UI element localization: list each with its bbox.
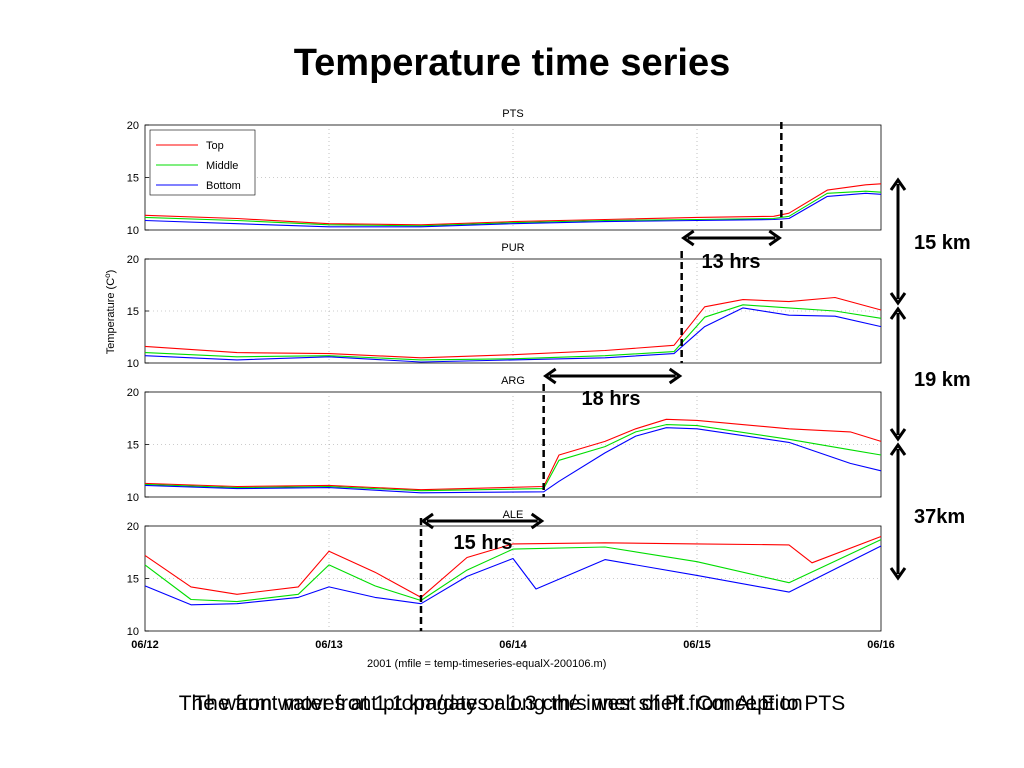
y-tick-label: 20 (127, 387, 139, 399)
arrow-head-right (768, 229, 782, 247)
arrow-head-left (543, 367, 557, 385)
x-tick-label: 06/16 (867, 639, 895, 651)
series-line-ale-bottom (144, 545, 882, 606)
series-line-pur-middle (144, 304, 882, 361)
panel-pts: 20 15 10 PTS (127, 108, 882, 237)
y-tick-label: 15 (127, 574, 139, 586)
series-line-pur-top (144, 296, 882, 359)
time-lag-arrow-3 (420, 512, 545, 530)
y-tick-label: 15 (127, 440, 139, 452)
y-tick-label: 10 (127, 626, 139, 638)
y-tick-label: 15 (127, 173, 139, 185)
distance-label-3: 37km (914, 506, 965, 528)
series-line-arg-top (144, 418, 882, 491)
caption-propagation: The warm water front propagates along th… (178, 692, 846, 715)
arrow-head-top (889, 306, 907, 320)
time-lag-arrow-1 (681, 229, 782, 247)
y-tick-label: 20 (127, 521, 139, 533)
time-lag-arrow-2 (543, 367, 683, 385)
y-tick-label: 10 (127, 358, 139, 370)
x-tick-label: 06/13 (315, 639, 343, 651)
y-tick-label: 20 (127, 120, 139, 132)
series-line-ale-top (144, 535, 882, 598)
panel-title-pts: PTS (502, 108, 523, 120)
y-tick-label: 10 (127, 492, 139, 504)
time-lag-label-3: 15 hrs (454, 532, 513, 554)
series-line-pur-bottom (144, 307, 882, 363)
panel-arg: 20 15 10 ARG (127, 375, 882, 504)
series-line-arg-middle (144, 424, 882, 492)
panel-title-arg: ARG (501, 375, 525, 387)
panel-title-pur: PUR (501, 242, 524, 254)
y-axis-label: Temperature (Co) (103, 270, 118, 355)
x-axis-label: 2001 (mfile = temp-timeseries-equalX-200… (367, 658, 606, 670)
distance-label-2: 19 km (914, 369, 971, 391)
series-line-arg-bottom (144, 427, 882, 494)
series-line-pts-middle (144, 190, 882, 227)
arrow-head-left (420, 512, 434, 530)
y-tick-label: 20 (127, 254, 139, 266)
arrow-head-bottom (889, 292, 907, 306)
legend-label-middle: Middle (206, 160, 238, 172)
x-tick-label: 06/14 (499, 639, 527, 651)
legend-label-bottom: Bottom (206, 180, 241, 192)
arrow-head-right (530, 512, 545, 530)
arrow-head-top (889, 177, 907, 191)
arrow-head-top (889, 442, 907, 456)
panel-pur: 20 15 10 PUR (127, 242, 882, 370)
time-lag-label-1: 13 hrs (702, 251, 761, 273)
distance-arrow-3 (889, 442, 907, 581)
time-lag-label-2: 18 hrs (582, 388, 641, 410)
arrow-head-left (681, 229, 695, 247)
x-tick-label: 06/12 (131, 639, 159, 651)
x-tick-label: 06/15 (683, 639, 711, 651)
arrow-head-right (668, 367, 683, 385)
panel-ale: 20 15 10 ALE (127, 509, 882, 638)
y-tick-label: 15 (127, 306, 139, 318)
legend-box (149, 129, 256, 196)
y-tick-label: 10 (127, 225, 139, 237)
caption-speed: The front moves at 1.1 km/day or 1.3 cm/… (193, 692, 803, 715)
arrow-head-bottom (889, 428, 907, 442)
legend: Top Middle Bottom (149, 129, 256, 196)
distance-arrow-2 (889, 306, 907, 442)
panel-title-ale: ALE (503, 509, 524, 521)
series-line-pts-bottom (144, 192, 882, 228)
legend-label-top: Top (206, 140, 224, 152)
distance-arrow-1 (889, 177, 907, 306)
series-line-pts-top (144, 183, 882, 226)
distance-label-1: 15 km (914, 232, 971, 254)
slide-title: Temperature time series (293, 42, 731, 84)
arrow-head-bottom (889, 567, 907, 581)
